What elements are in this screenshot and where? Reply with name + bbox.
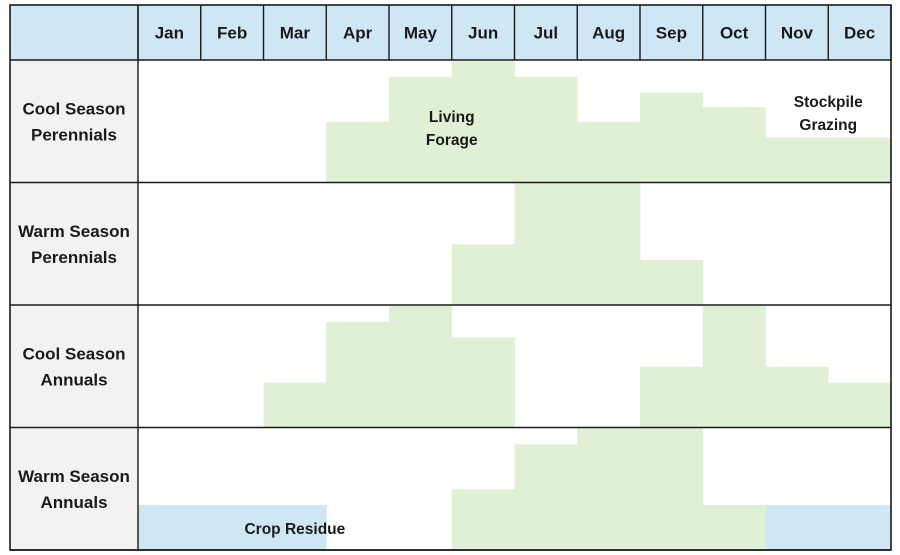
month-label-sep: Sep (656, 24, 687, 43)
annotation-label: Living (429, 109, 475, 126)
living-forage-bar (640, 92, 704, 183)
row-label-column: Cool Season Perennials Warm Season Perennia… (10, 60, 138, 550)
annotation-label: Forage (426, 132, 478, 149)
row-label-background (10, 60, 138, 183)
row-label-line: Warm Season (18, 222, 130, 241)
living-forage-bar (389, 306, 453, 428)
living-forage-bar (702, 306, 766, 428)
living-forage-bar (326, 321, 390, 428)
crop-residue-bar (828, 505, 892, 550)
living-forage-bar (765, 137, 829, 183)
month-label-apr: Apr (343, 24, 373, 43)
living-forage-bar (702, 107, 766, 183)
living-forage-bar (640, 260, 704, 305)
living-forage-bar (577, 183, 641, 305)
living-forage-bar (514, 183, 578, 305)
month-label-jan: Jan (155, 24, 184, 43)
row-label-line: Annuals (40, 493, 107, 512)
living-forage-bar (514, 444, 578, 550)
living-forage-bar (828, 382, 892, 428)
living-forage-bar (577, 428, 641, 550)
row-label-line: Perennials (31, 248, 117, 267)
grid-lines (9, 4, 892, 551)
row-label-line: Warm Season (18, 467, 130, 486)
row-label-line: Perennials (31, 125, 117, 144)
month-label-aug: Aug (592, 24, 625, 43)
month-label-mar: Mar (280, 24, 311, 43)
month-label-may: May (404, 24, 438, 43)
crop-residue-bar (765, 505, 829, 550)
month-label-oct: Oct (720, 24, 749, 43)
living-forage-bar (514, 76, 578, 183)
living-forage-bar (389, 76, 453, 183)
row-label-background (10, 427, 138, 550)
living-forage-bar (640, 428, 704, 550)
annotation-label: Grazing (799, 117, 857, 134)
month-label-feb: Feb (217, 24, 247, 43)
annotation-label: Stockpile (794, 94, 863, 111)
row-label-line: Cool Season (23, 99, 126, 118)
crop-residue-bar (138, 505, 202, 550)
row-label-background (10, 305, 138, 428)
row-label-background (10, 182, 138, 305)
crop-residue-bar (263, 505, 327, 550)
living-forage-bar (577, 121, 641, 183)
living-forage-bar (451, 337, 515, 428)
annotation-label: Crop Residue (244, 521, 345, 538)
living-forage-bar (451, 489, 515, 550)
living-forage-bar (765, 366, 829, 428)
header-background (10, 5, 891, 60)
month-header-row: Jan Feb Mar Apr May Jun Jul Aug Sep Oct Nov Dec (10, 5, 891, 60)
row-label-line: Annuals (40, 370, 107, 389)
month-label-nov: Nov (781, 24, 814, 43)
living-forage-bar (326, 121, 390, 183)
month-label-jun: Jun (468, 24, 498, 43)
month-label-dec: Dec (844, 24, 875, 43)
row-label-line: Cool Season (23, 344, 126, 363)
living-forage-bar (451, 244, 515, 305)
living-forage-bar (451, 61, 515, 183)
chart-annotations: Living Forage Stockpile Grazing Crop Residue (244, 94, 863, 538)
living-forage-bar (263, 382, 327, 428)
crop-residue-bar (200, 505, 264, 550)
forage-availability-bars (138, 61, 892, 550)
living-forage-bar (640, 366, 704, 428)
living-forage-bar (702, 505, 766, 550)
living-forage-bar (828, 137, 892, 183)
month-label-jul: Jul (534, 24, 559, 43)
